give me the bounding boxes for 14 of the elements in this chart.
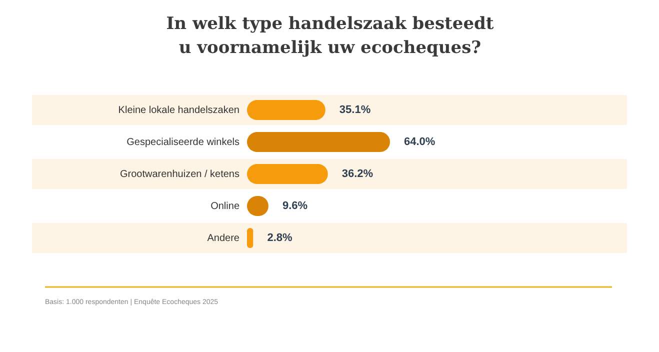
data-label: 9.6% <box>282 200 308 212</box>
data-label: 36.2% <box>342 168 374 180</box>
y-tick-label: Gespecialiseerde winkels <box>126 137 240 148</box>
y-tick-label: Online <box>210 201 240 212</box>
data-label: 64.0% <box>404 136 436 148</box>
bar <box>247 100 326 120</box>
chart-title: In welk type handelszaak besteedt u voornamelijk uw ecocheques? <box>166 14 494 58</box>
data-label: 2.8% <box>267 232 293 244</box>
data-label: 35.1% <box>339 104 371 116</box>
y-tick-label: Grootwarenhuizen / ketens <box>120 169 240 180</box>
bar <box>247 164 328 184</box>
y-tick-label: Kleine lokale handelszaken <box>118 105 240 116</box>
y-tick-label: Andere <box>207 233 240 244</box>
bar <box>247 132 390 152</box>
